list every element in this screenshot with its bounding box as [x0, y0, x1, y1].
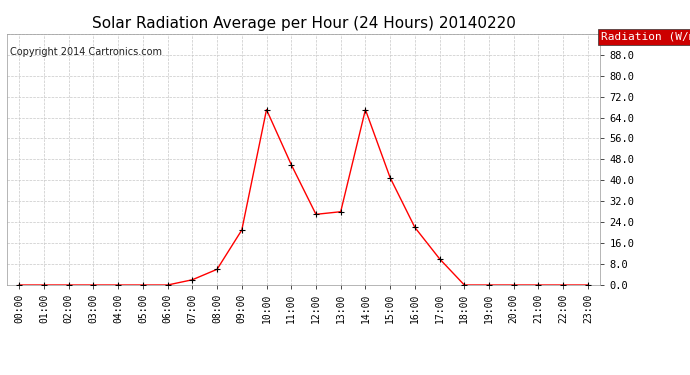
Text: Copyright 2014 Cartronics.com: Copyright 2014 Cartronics.com — [10, 47, 162, 57]
Text: Radiation (W/m2): Radiation (W/m2) — [601, 32, 690, 42]
Title: Solar Radiation Average per Hour (24 Hours) 20140220: Solar Radiation Average per Hour (24 Hou… — [92, 16, 515, 31]
